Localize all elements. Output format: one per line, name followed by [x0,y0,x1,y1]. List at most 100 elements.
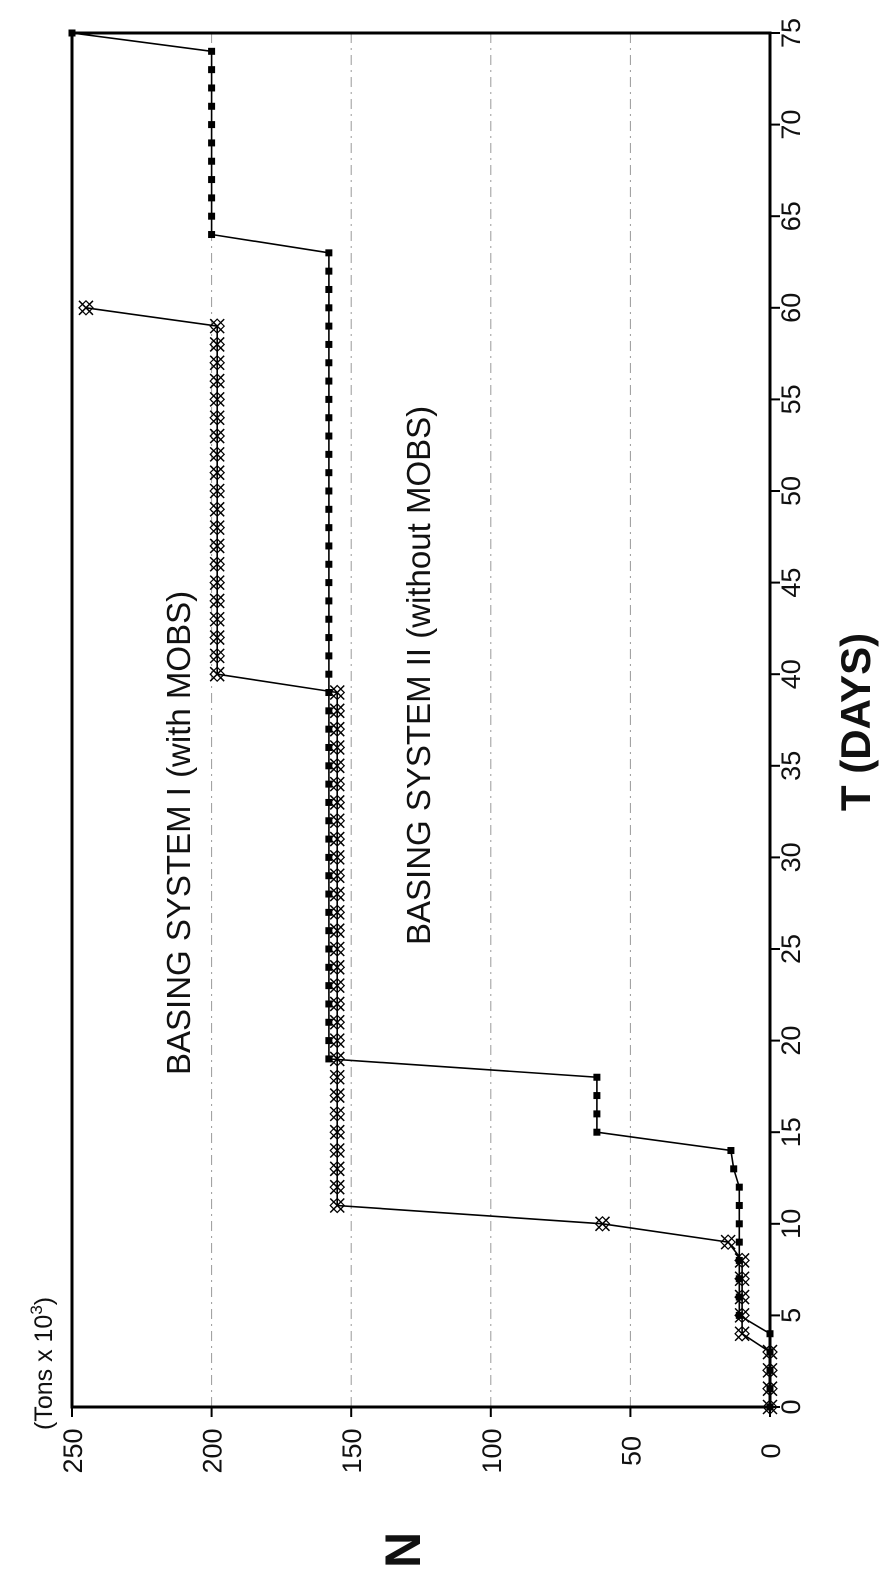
x-mark [329,684,345,701]
point-s0-39 [329,684,346,701]
point-s1-53 [325,432,333,440]
series-label-basing-system-i: BASING SYSTEM I (with MOBS) [160,591,197,1075]
point-s1-17 [593,1092,601,1100]
point-s0-14 [329,1142,346,1159]
diamond-mark [329,776,346,792]
point-s0-42 [209,629,226,646]
point-s1-58 [325,340,333,348]
diamond-mark [329,757,346,774]
diamond-mark [594,1215,611,1232]
point-s1-63 [325,249,333,257]
point-s0-13 [329,1160,346,1177]
x-mark [329,1124,345,1140]
point-s0-45 [209,574,226,591]
x-mark [209,373,225,389]
point-s1-30 [325,853,333,861]
x-tick-label-60: 60 [776,293,806,323]
point-s1-60 [325,304,333,312]
point-s0-23 [329,977,346,994]
x-mark [329,904,345,920]
point-s0-43 [209,611,226,628]
x-mark [329,1179,345,1195]
diamond-mark [209,501,226,518]
series-layer [68,29,778,1415]
point-s0-33 [329,794,346,811]
diamond-mark [209,446,226,463]
diamond-mark [329,996,346,1012]
diamond-mark [329,684,346,701]
x-mark [209,483,225,499]
diamond-mark [78,299,94,316]
x-mark [329,1106,345,1122]
diamond-mark [329,812,346,829]
point-s1-56 [325,377,333,385]
point-s1-36 [325,743,333,751]
diamond-mark [209,391,226,408]
point-s1-21 [325,1018,333,1026]
x-mark [209,446,225,462]
x-tick-label-20: 20 [776,1026,806,1056]
x-mark [78,300,94,316]
diamond-mark [209,611,226,628]
point-s1-67 [208,176,216,184]
point-s0-50 [209,483,226,499]
diamond-mark [329,849,346,866]
point-s1-43 [325,615,333,623]
diamond-mark [209,428,226,444]
point-s1-71 [208,102,216,110]
point-s1-47 [325,542,333,550]
point-s0-40 [209,666,226,683]
diamond-mark [329,886,346,902]
y-tick-label-0: 0 [756,1443,786,1458]
point-s0-9 [720,1234,736,1250]
x-tick-label-15: 15 [776,1117,806,1147]
diamond-mark [209,666,226,683]
x-mark [594,1216,611,1232]
point-s1-38 [325,707,333,715]
point-s1-72 [208,84,216,92]
point-s0-58 [209,336,226,353]
x-mark [329,776,345,792]
point-s1-26 [325,927,333,935]
diamond-mark [329,1160,346,1177]
x-mark [209,630,225,646]
point-s1-23 [325,982,333,990]
x-mark [329,959,345,975]
point-s1-13 [730,1165,738,1173]
x-mark [329,1014,345,1030]
point-s0-36 [329,739,346,756]
x-mark [209,666,225,682]
point-s1-2 [766,1366,774,1374]
y-axis-title: N [375,1532,431,1568]
x-tick-label-35: 35 [776,751,806,781]
x-mark [209,593,225,609]
point-s1-24 [325,963,333,971]
point-s1-52 [325,450,333,458]
x-mark [329,794,345,810]
point-s0-55 [209,391,226,408]
point-s0-4 [734,1325,750,1342]
x-tick-label-5: 5 [776,1308,806,1323]
point-s0-22 [329,996,346,1012]
diamond-mark [329,1069,346,1086]
point-s1-1 [766,1385,774,1393]
point-s1-45 [325,579,333,587]
diamond-mark [762,1399,778,1415]
point-s1-70 [208,121,216,129]
point-s0-18 [329,1069,346,1086]
x-tick-label-50: 50 [776,476,806,506]
diamond-mark [209,629,226,646]
point-s1-31 [325,835,333,843]
diamond-mark [329,904,346,921]
x-mark [329,1161,345,1177]
point-s1-41 [325,652,333,660]
x-mark [329,1033,345,1049]
point-s1-39 [325,689,333,697]
point-s1-20 [325,1037,333,1045]
point-s1-42 [325,634,333,642]
point-s1-14 [727,1147,735,1155]
x-mark [329,978,345,994]
point-s0-48 [209,519,226,536]
diamond-mark [329,831,346,847]
